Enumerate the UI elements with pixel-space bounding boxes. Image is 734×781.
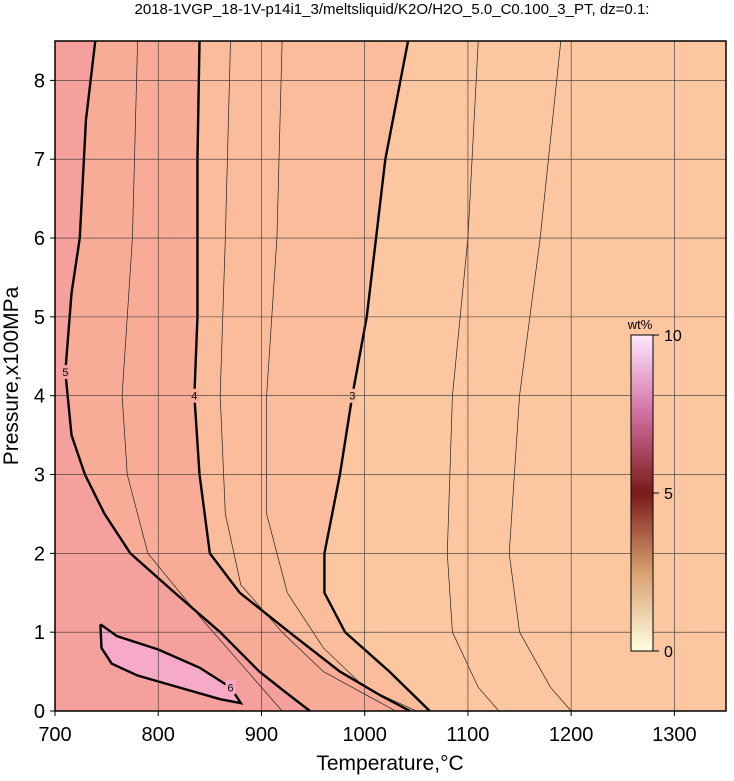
contour-label: 4 [191, 391, 197, 403]
x-tick-label: 1100 [446, 724, 489, 746]
axes: 700 800 900 1000 1100 1200 1300 0 1 2 3 4 5 6 7 8 [34, 40, 727, 746]
plot-frame [54, 40, 727, 712]
thin-contour [219, 41, 396, 711]
contour: 6 [99, 623, 244, 705]
y-tick-label: 0 [34, 701, 45, 723]
y-tick-label: 3 [34, 465, 45, 487]
contour-line [99, 623, 244, 705]
contour-label-bg [60, 365, 71, 380]
plot-area: 3 4 5 6 [55, 41, 726, 711]
chart-title: 2018-1VGP_18-1V-p14i1_3/meltsliquid/K2O/… [135, 1, 650, 18]
y-tick-label: 8 [34, 70, 45, 92]
x-tick-label: 900 [245, 724, 278, 746]
contour-label: 5 [62, 367, 68, 379]
x-tick-label: 1200 [549, 724, 594, 746]
x-tick-label: 700 [38, 724, 71, 746]
contour-line [121, 41, 283, 711]
x-tick-label: 800 [142, 724, 175, 746]
colorbar-label: wt% [627, 317, 653, 332]
contour-fills [55, 41, 430, 711]
colorbar-tick-label: 5 [664, 486, 673, 503]
contour-region [100, 624, 241, 704]
contour-region [55, 41, 411, 711]
colorbar [630, 334, 654, 652]
contour-line [219, 41, 396, 711]
colorbar-tick-label: 0 [664, 644, 673, 661]
thin-contour [121, 41, 283, 711]
y-tick-label: 1 [34, 622, 45, 644]
contour-line [64, 41, 311, 711]
contour: 5 [60, 41, 311, 711]
colorbar-tick-label: 10 [664, 328, 682, 345]
y-tick-label: 4 [34, 386, 45, 408]
y-tick-label: 7 [34, 149, 45, 171]
y-axis-title: Pressure,x100MPa [0, 286, 23, 465]
contour-label: 3 [349, 391, 355, 403]
y-tick-label: 2 [34, 543, 45, 565]
contour-label-bg [225, 680, 236, 695]
contour-region [55, 41, 310, 711]
y-tick-label: 6 [34, 228, 45, 250]
y-tick-label: 5 [34, 307, 45, 329]
x-axis-title: Temperature,°C [316, 752, 463, 775]
x-tick-label: 1000 [342, 724, 387, 746]
x-tick-label: 1300 [652, 724, 697, 746]
contour-label: 6 [227, 682, 233, 694]
